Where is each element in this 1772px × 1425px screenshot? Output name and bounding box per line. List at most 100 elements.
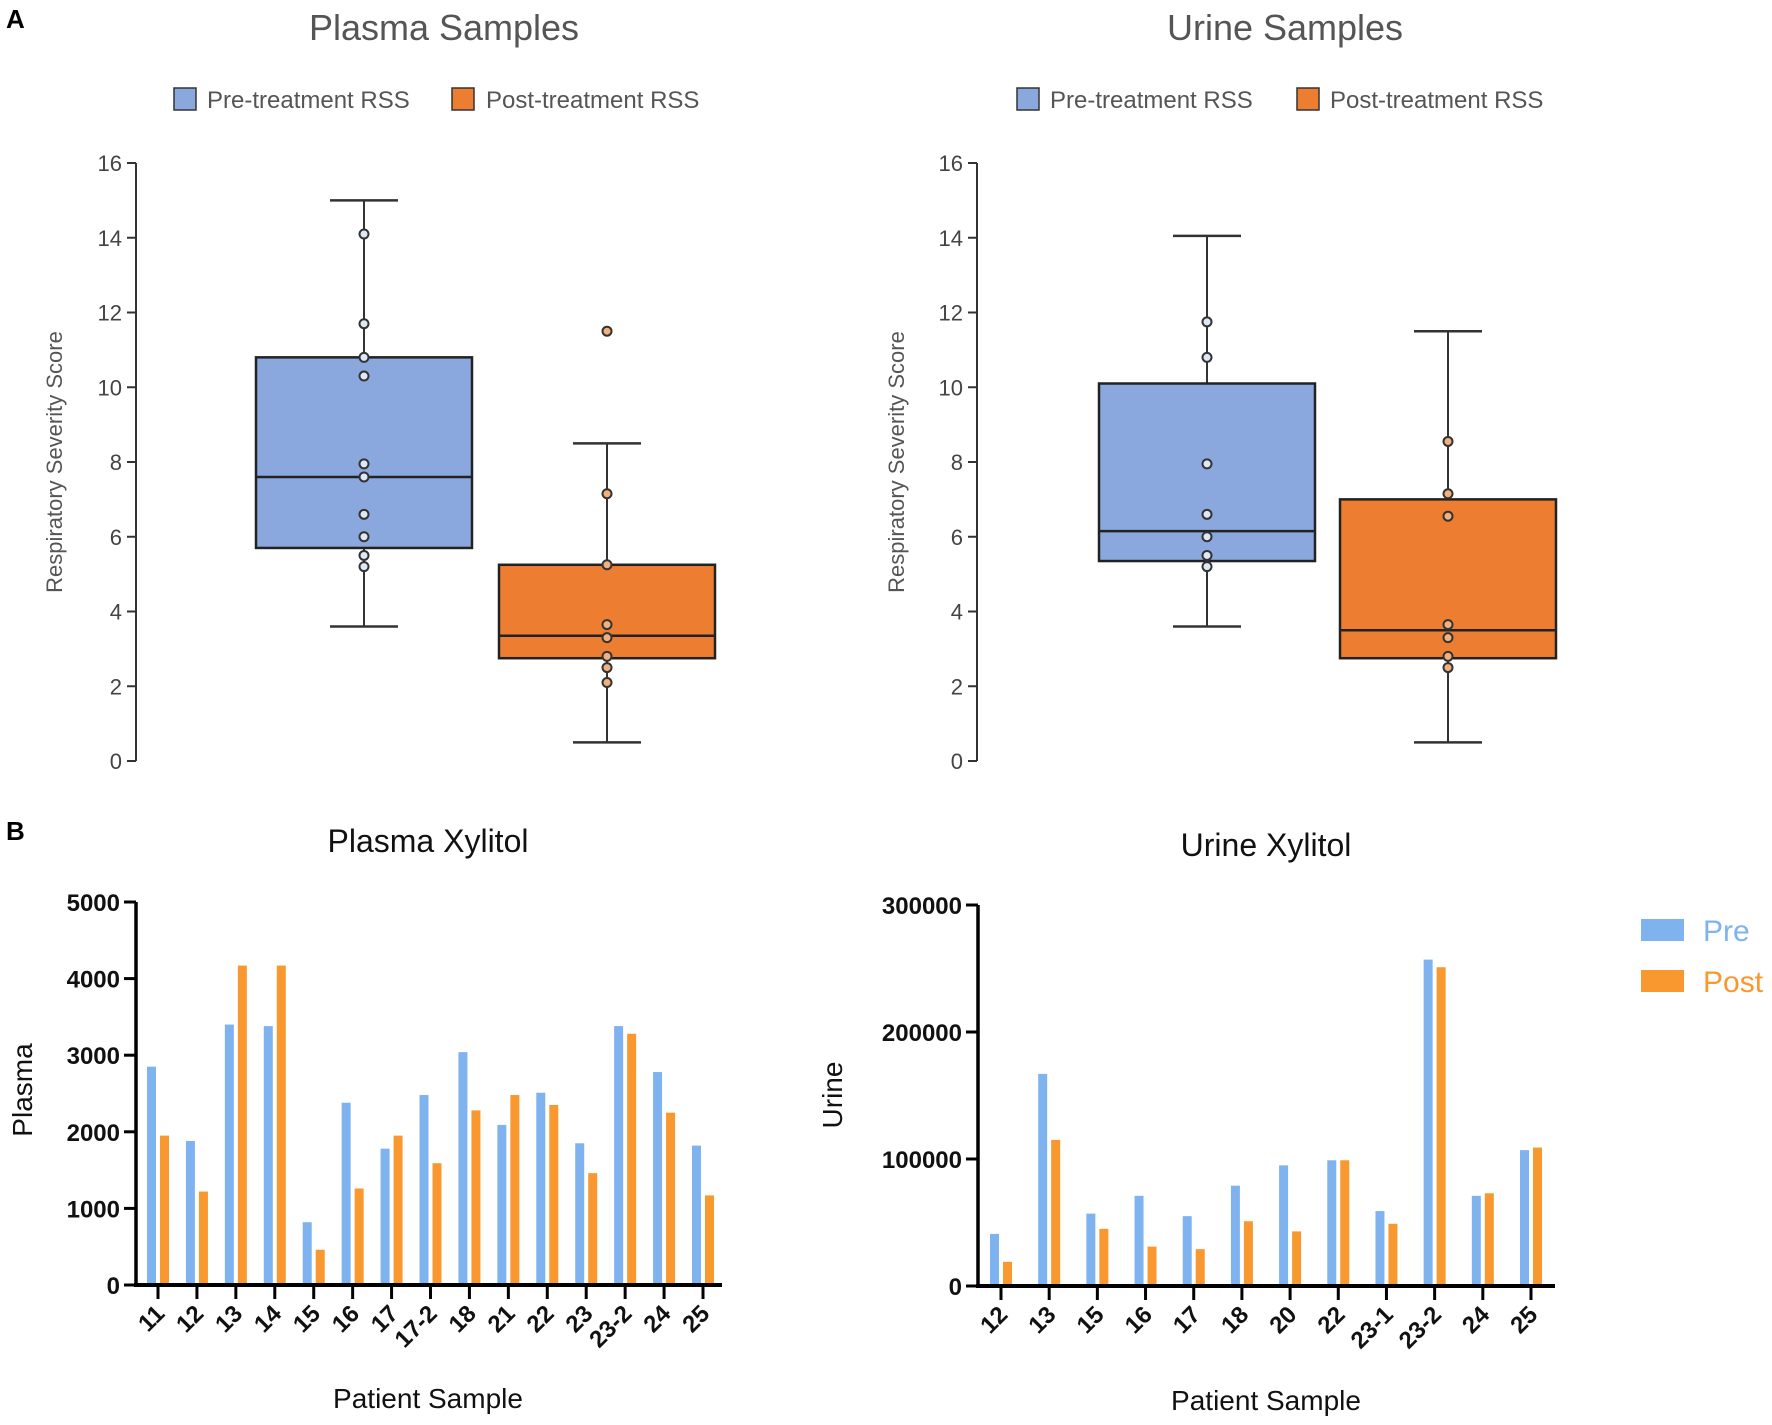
bar-pre (1086, 1213, 1096, 1286)
bar-pre (1423, 959, 1433, 1286)
bar-post (588, 1173, 598, 1285)
bar-pre (341, 1102, 351, 1285)
bar-post (237, 965, 247, 1285)
data-point (1442, 632, 1454, 644)
bar-post (354, 1188, 364, 1285)
urine-samples-ylabel: Respiratory Severity Score (884, 331, 909, 593)
iqr-box (1338, 498, 1558, 660)
y-tick-label: 2 (951, 674, 963, 699)
x-tick-label: 21 (483, 1300, 521, 1338)
data-point (1201, 508, 1213, 520)
bar-post (198, 1191, 208, 1285)
data-point (601, 325, 613, 337)
legend-swatch-post (451, 87, 475, 111)
data-point (358, 228, 370, 240)
bar-post (1051, 1139, 1061, 1286)
bar-pre (1279, 1165, 1289, 1286)
data-point (1442, 619, 1454, 631)
bar-post (1436, 967, 1446, 1286)
bar-pre (263, 1026, 273, 1285)
plasma-samples-legend: Pre-treatment RSS Post-treatment RSS (173, 87, 699, 114)
data-point (1201, 531, 1213, 543)
y-tick-label: 3000 (67, 1043, 120, 1070)
bar-pre (185, 1140, 195, 1285)
legend-label-post: Post-treatment RSS (1330, 87, 1543, 114)
y-tick-label: 0 (107, 1273, 120, 1300)
urine-xylitol-xlabel: Patient Sample (1171, 1385, 1361, 1416)
x-tick-label: 23-2 (584, 1300, 637, 1353)
y-tick-label: 0 (951, 749, 963, 774)
x-tick-label: 15 (1072, 1301, 1110, 1339)
y-tick-label: 14 (98, 226, 122, 251)
data-point (1442, 488, 1454, 500)
bar-post (276, 965, 286, 1285)
data-point (1442, 650, 1454, 662)
bar-pre (990, 1233, 999, 1286)
data-point (1201, 549, 1213, 561)
data-point (1442, 662, 1454, 674)
data-point (358, 471, 370, 483)
bar-pre (1038, 1073, 1048, 1286)
box-pre (254, 199, 474, 628)
x-tick-label: 18 (1216, 1301, 1254, 1339)
plasma-samples-title: Plasma Samples (309, 7, 579, 48)
y-tick-label: 10 (939, 375, 963, 400)
bar-post (705, 1195, 714, 1285)
data-point (601, 559, 613, 571)
bar-post (160, 1135, 169, 1285)
x-tick-label: 25 (1505, 1301, 1543, 1339)
y-tick-label: 4000 (67, 967, 120, 994)
y-tick-label: 12 (939, 301, 963, 326)
legend-label-post: Post (1703, 966, 1764, 999)
bar-post (1099, 1228, 1109, 1286)
bar-pre (147, 1066, 156, 1285)
x-tick-label: 17-2 (390, 1300, 443, 1353)
bar-post (1243, 1221, 1253, 1286)
bar-post (1340, 1160, 1350, 1286)
data-point (358, 549, 370, 561)
x-tick-label: 20 (1264, 1301, 1302, 1339)
plasma-samples-ylabel: Respiratory Severity Score (42, 331, 67, 593)
legend-label-pre: Pre (1703, 915, 1750, 948)
data-point (601, 488, 613, 500)
x-tick-label: 22 (522, 1300, 560, 1338)
y-tick-label: 200000 (882, 1020, 962, 1047)
bar-post (1147, 1246, 1157, 1286)
y-tick-label: 8 (110, 450, 122, 475)
x-tick-label: 11 (133, 1300, 170, 1337)
data-point (358, 370, 370, 382)
bar-post (432, 1163, 442, 1285)
panel-label-b: B (6, 816, 25, 846)
legend-swatch-pre (173, 87, 197, 111)
plasma-xylitol-xlabel: Patient Sample (333, 1383, 523, 1414)
bar-pre (302, 1222, 312, 1285)
bar-pre (1182, 1216, 1192, 1286)
bar-post (1292, 1231, 1302, 1286)
y-tick-label: 8 (951, 450, 963, 475)
bar-post (315, 1249, 325, 1285)
y-tick-label: 6 (951, 525, 963, 550)
y-tick-label: 0 (949, 1274, 962, 1301)
y-tick-label: 14 (939, 226, 963, 251)
box-post (497, 325, 717, 744)
panel-label-a: A (6, 4, 25, 34)
x-tick-label: 12 (171, 1300, 209, 1338)
y-tick-label: 5000 (67, 890, 120, 917)
bar-pre (536, 1092, 546, 1285)
bar-pre (224, 1024, 234, 1285)
y-tick-label: 1000 (67, 1196, 120, 1223)
x-tick-label: 16 (327, 1300, 365, 1338)
x-tick-label: 24 (638, 1300, 676, 1338)
bar-post (627, 1033, 637, 1285)
legend-swatch-pre (1016, 87, 1040, 111)
data-point (1201, 561, 1213, 573)
x-tick-label: 13 (1023, 1301, 1061, 1339)
bar-pre (653, 1072, 663, 1285)
legend-swatch-pre (1641, 919, 1684, 941)
data-point (358, 318, 370, 330)
bar-pre (1327, 1160, 1337, 1286)
x-tick-label: 25 (677, 1300, 715, 1338)
x-tick-label: 24 (1457, 1301, 1495, 1339)
